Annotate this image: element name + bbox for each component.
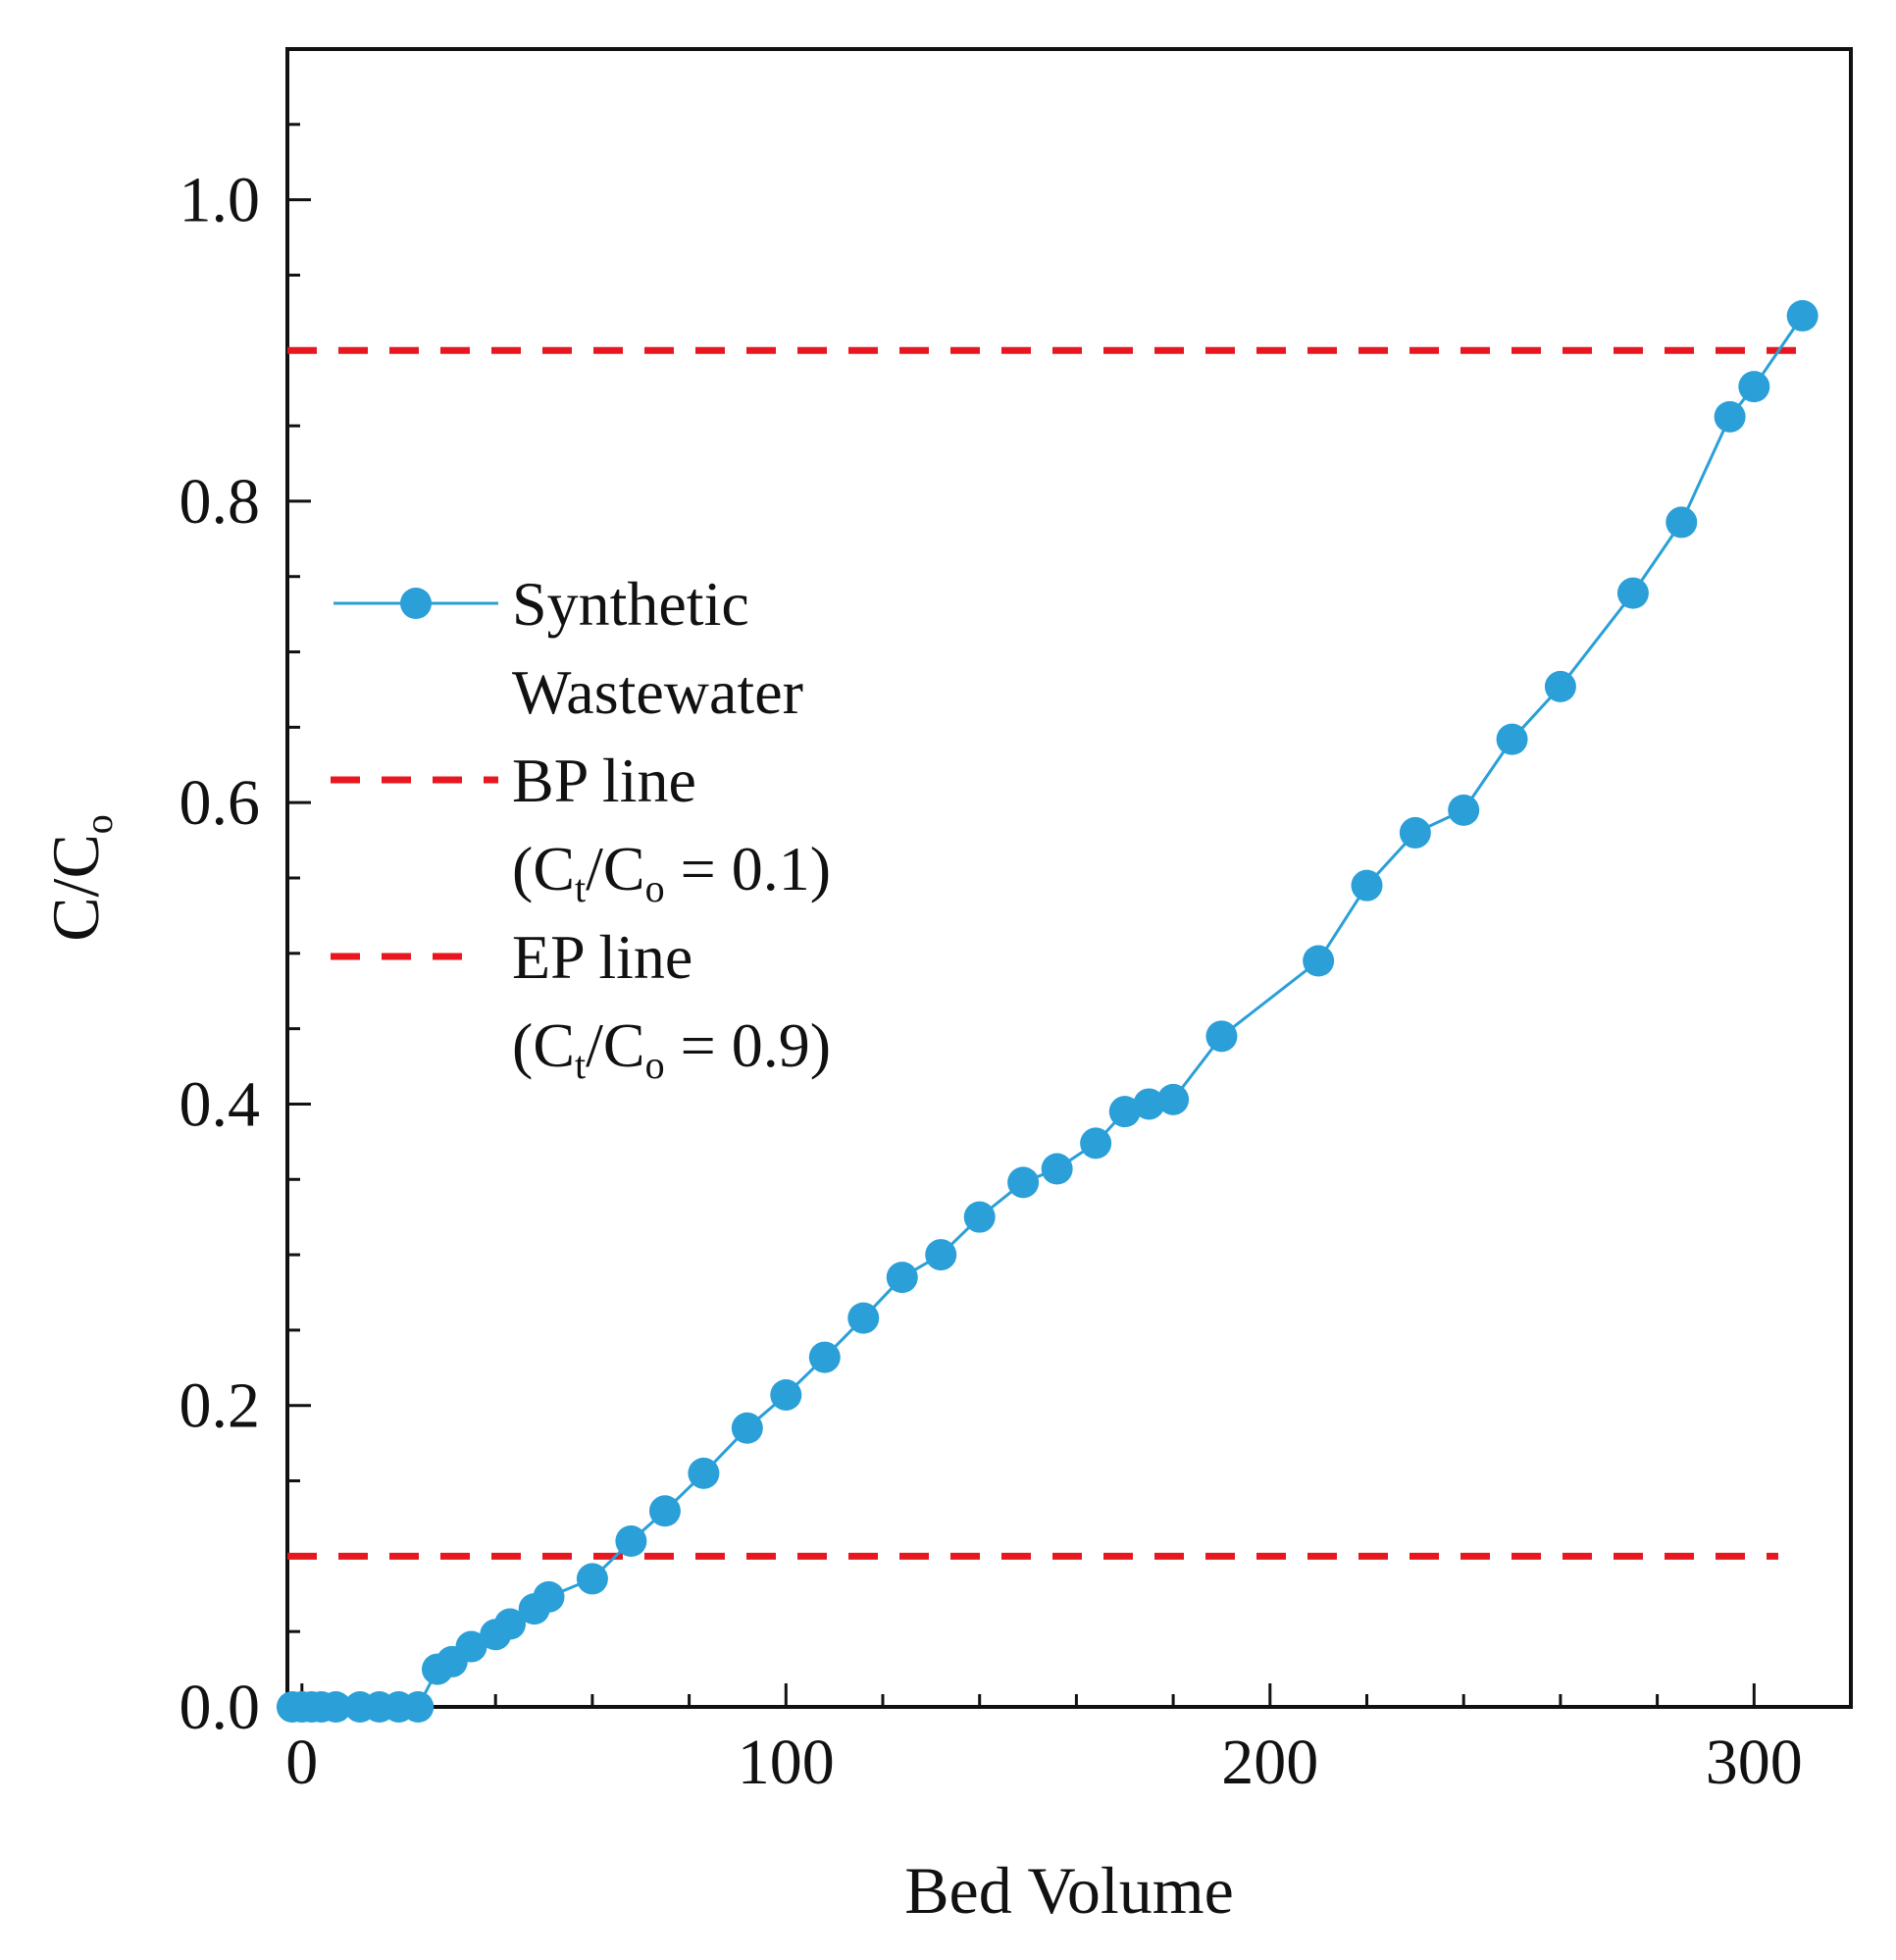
legend: Synthetic Wastewater BP line (Ct/Co = 0.…	[331, 569, 831, 1087]
legend-entry-ep: EP line (Ct/Co = 0.9)	[331, 922, 831, 1087]
x-tick-labels: 0 100 200 300	[285, 1727, 1802, 1798]
data-point	[320, 1691, 352, 1723]
data-point	[808, 1341, 841, 1373]
data-point	[1665, 506, 1698, 539]
data-point	[648, 1495, 681, 1527]
data-point	[615, 1525, 647, 1557]
data-point	[1007, 1166, 1040, 1199]
data-point	[402, 1691, 435, 1723]
y-tick-label: 0.6	[179, 767, 261, 839]
data-point	[1448, 794, 1480, 826]
data-point	[494, 1608, 527, 1640]
data-point	[1351, 869, 1383, 902]
x-tick-label: 0	[285, 1727, 318, 1798]
data-point	[1157, 1083, 1190, 1115]
data-point	[1133, 1088, 1165, 1120]
data-point	[731, 1412, 763, 1444]
data-point	[455, 1630, 487, 1663]
legend-label-ep-2: (Ct/Co = 0.9)	[512, 1010, 831, 1087]
y-tick-label: 0.2	[179, 1370, 261, 1442]
data-point	[1303, 945, 1335, 977]
data-point	[1544, 670, 1576, 702]
data-point	[1399, 816, 1431, 849]
data-point	[925, 1239, 957, 1271]
data-point	[886, 1262, 918, 1294]
data-point	[1786, 299, 1819, 332]
y-tick-label: 0.4	[179, 1068, 261, 1140]
legend-label-bp-1: BP line	[512, 746, 696, 815]
data-point	[1496, 723, 1528, 755]
synthetic-wastewater-points	[276, 299, 1819, 1723]
y-tick-label: 0.8	[179, 466, 261, 538]
legend-label-bp-2: (Ct/Co = 0.1)	[512, 834, 831, 910]
x-axis-title: Bed Volume	[904, 1853, 1234, 1928]
x-tick-label: 300	[1706, 1727, 1803, 1798]
legend-entry-synthetic: Synthetic Wastewater	[333, 569, 803, 727]
x-tick-label: 100	[738, 1727, 835, 1798]
legend-label-synthetic-2: Wastewater	[512, 657, 803, 727]
legend-marker-synthetic	[400, 588, 432, 619]
data-point	[847, 1302, 880, 1334]
data-point	[576, 1563, 608, 1595]
data-point	[963, 1201, 996, 1233]
legend-entry-bp: BP line (Ct/Co = 0.1)	[331, 746, 831, 910]
data-point	[533, 1580, 565, 1613]
y-tick-label: 0.0	[179, 1672, 261, 1743]
data-point	[1041, 1153, 1073, 1185]
data-point	[1080, 1127, 1112, 1160]
data-point	[1205, 1020, 1238, 1053]
data-point	[1714, 400, 1746, 433]
data-point	[688, 1457, 720, 1489]
y-axis-title: C/Co	[38, 814, 121, 942]
legend-label-synthetic-1: Synthetic	[512, 569, 749, 639]
data-point	[1108, 1096, 1141, 1128]
x-tick-label: 200	[1221, 1727, 1318, 1798]
legend-label-ep-1: EP line	[512, 922, 692, 992]
data-point	[770, 1378, 802, 1411]
data-point	[1616, 577, 1649, 609]
data-point	[1738, 371, 1770, 403]
y-tick-label: 1.0	[179, 165, 261, 236]
y-tick-labels: 0.0 0.2 0.4 0.6 0.8 1.0	[179, 165, 261, 1743]
